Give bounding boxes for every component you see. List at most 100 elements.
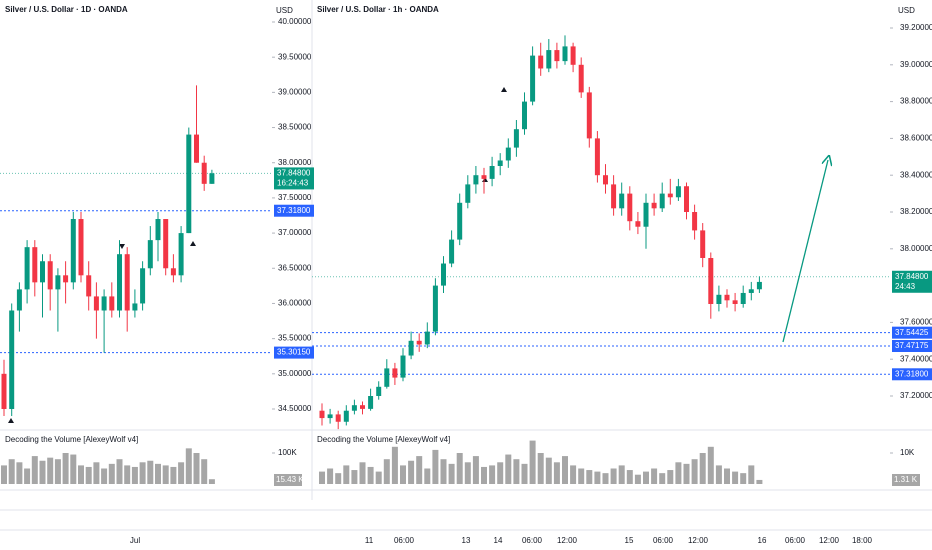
- volume-bar: [489, 465, 496, 484]
- time-label: 06:00: [785, 536, 806, 545]
- volume-bar: [481, 466, 487, 484]
- candle-body: [546, 50, 552, 69]
- candle-body: [70, 219, 76, 283]
- y-tick-label: 38.80000: [900, 97, 932, 106]
- y-tick-label: 39.20000: [900, 23, 932, 32]
- volume-bar: [724, 468, 730, 484]
- price-badge: [892, 270, 932, 293]
- candle-body: [619, 193, 625, 209]
- y-tick-label: 40.00000: [278, 17, 312, 26]
- candle-body: [209, 173, 215, 184]
- level-badge: [892, 326, 932, 339]
- time-label: 06:00: [522, 536, 543, 545]
- candle-body: [384, 368, 390, 387]
- candle-body: [408, 340, 414, 356]
- volume-tick-label: 100K: [278, 448, 297, 457]
- level-badge: [274, 346, 314, 359]
- volume-bar: [47, 457, 54, 484]
- candle-body: [40, 261, 45, 283]
- candle-body: [530, 55, 536, 102]
- volume-bar: [610, 468, 617, 484]
- volume-bar: [691, 459, 698, 484]
- volume-bar: [375, 471, 382, 484]
- volume-bar: [699, 453, 706, 484]
- volume-bar: [131, 466, 138, 484]
- candle-body: [16, 289, 22, 311]
- volume-bar: [116, 459, 123, 484]
- volume-bar: [351, 470, 358, 484]
- candle-body: [101, 296, 107, 311]
- candle-body: [643, 202, 649, 227]
- volume-bar: [54, 459, 61, 484]
- volume-bar: [562, 456, 568, 484]
- candle-body: [170, 268, 176, 276]
- candle-body: [684, 186, 689, 212]
- volume-bar: [124, 465, 131, 484]
- candle-body: [449, 239, 455, 264]
- y-tick-label: 37.50000: [278, 193, 312, 202]
- candle-body: [392, 368, 398, 378]
- candle-body: [186, 134, 192, 234]
- chart-title: Silver / U.S. Dollar · 1D · OANDA: [5, 5, 128, 14]
- candle-body: [675, 186, 681, 198]
- candle-body: [319, 410, 325, 419]
- candle-body: [201, 162, 207, 184]
- volume-bar: [748, 465, 755, 484]
- candle-body: [93, 296, 99, 311]
- volume-bar: [391, 446, 398, 484]
- y-tick-label: 38.00000: [900, 244, 932, 253]
- candle-body: [603, 175, 608, 185]
- volume-label: 15.43 K: [276, 475, 304, 484]
- volume-bar: [756, 479, 763, 484]
- volume-bar: [732, 471, 739, 484]
- volume-bar: [578, 468, 585, 484]
- candle-body: [424, 331, 430, 345]
- candle-body: [441, 263, 446, 286]
- price-badge: [274, 167, 314, 190]
- volume-bar: [408, 460, 415, 484]
- y-tick-label: 35.50000: [278, 334, 312, 343]
- volume-bar: [513, 459, 520, 484]
- candle-body: [86, 275, 92, 297]
- volume-bar: [651, 468, 658, 484]
- time-label: 12:00: [557, 536, 578, 545]
- candle-body: [432, 285, 438, 332]
- y-tick-label: 37.40000: [900, 354, 932, 363]
- candle-body: [748, 289, 754, 293]
- candle-body: [505, 147, 511, 161]
- candle-body: [63, 275, 69, 283]
- volume-bar: [618, 465, 625, 484]
- y-tick-label: 38.20000: [900, 207, 932, 216]
- candle-body: [724, 294, 730, 301]
- y-tick-label: 39.50000: [278, 52, 312, 61]
- y-tick-label: 38.60000: [900, 134, 932, 143]
- candle-body: [570, 46, 576, 65]
- volume-bar: [39, 460, 46, 484]
- volume-bar: [440, 459, 447, 484]
- volume-bar: [16, 462, 23, 484]
- volume-bar: [155, 463, 161, 484]
- volume-bar: [201, 459, 208, 484]
- candle-body: [611, 184, 617, 209]
- volume-bar: [667, 470, 674, 484]
- volume-bar: [343, 465, 350, 484]
- y-tick-label: 38.00000: [278, 158, 312, 167]
- countdown: 16:24:43: [277, 179, 309, 188]
- volume-bar: [740, 473, 747, 484]
- y-tick-label: 35.00000: [278, 369, 312, 378]
- candle-body: [24, 247, 30, 290]
- volume-bar: [416, 456, 423, 484]
- volume-bar: [432, 449, 439, 484]
- volume-bar: [24, 468, 31, 484]
- time-label: 16: [758, 536, 767, 545]
- volume-bar: [659, 473, 666, 484]
- candle-body: [368, 396, 374, 409]
- volume-bar: [93, 462, 100, 484]
- volume-bar: [472, 456, 479, 484]
- volume-bar: [139, 462, 146, 484]
- volume-bar: [162, 465, 169, 484]
- time-label: 06:00: [394, 536, 415, 545]
- candle-body: [554, 50, 560, 62]
